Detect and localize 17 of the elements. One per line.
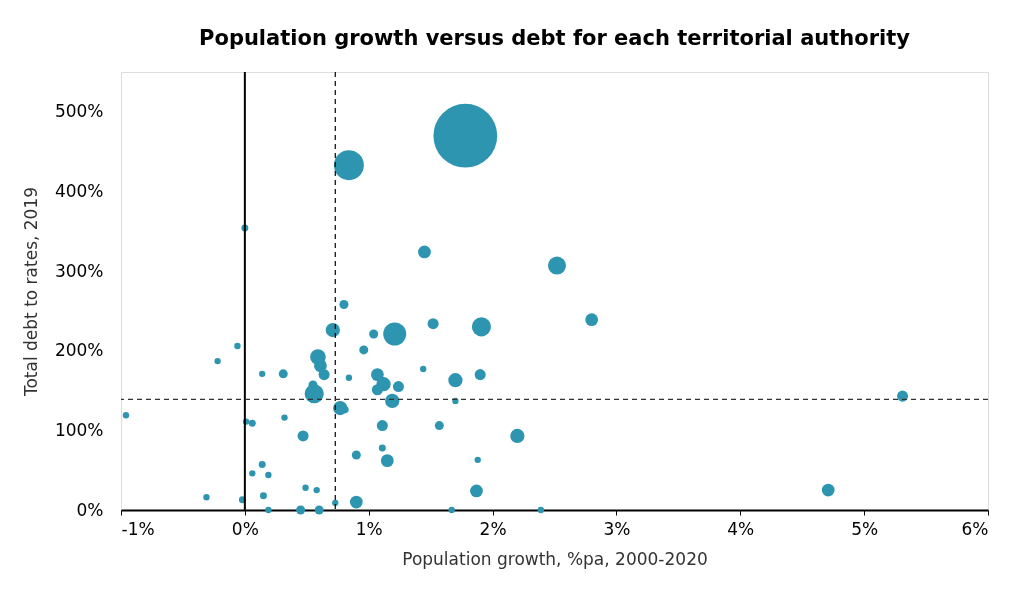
x-tick-label: 3% <box>603 518 631 539</box>
x-tick-label: 0% <box>231 518 259 539</box>
y-tick-label: 0% <box>76 499 104 520</box>
y-tick-label: 100% <box>54 419 104 440</box>
chart-title: Population growth versus debt for each territorial authority <box>199 26 911 50</box>
y-axis-title: Total debt to rates, 2019 <box>20 186 41 398</box>
y-tick-label: 400% <box>54 180 104 201</box>
y-tick-label: 300% <box>54 260 104 281</box>
x-tick-label: 6% <box>961 518 989 539</box>
x-tick-label: 1% <box>355 518 383 539</box>
x-tick-label: 4% <box>727 518 755 539</box>
x-tick-label: -1% <box>121 518 155 539</box>
x-axis-title: Population growth, %pa, 2000-2020 <box>402 548 708 569</box>
y-tick-label: 200% <box>54 340 104 361</box>
x-tick-label: 5% <box>851 518 879 539</box>
y-tick-label: 500% <box>54 101 104 122</box>
x-tick-label: 2% <box>479 518 507 539</box>
